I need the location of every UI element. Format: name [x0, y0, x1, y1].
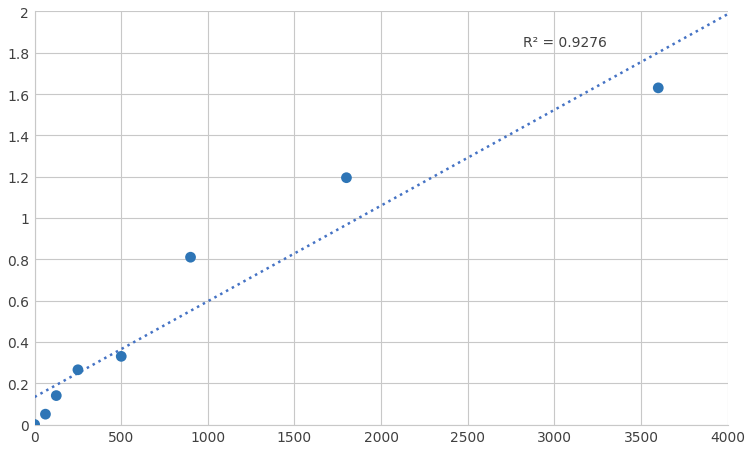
Text: R² = 0.9276: R² = 0.9276 — [523, 36, 607, 50]
Point — [50, 392, 62, 399]
Point — [184, 254, 196, 261]
Point — [115, 353, 127, 360]
Point — [29, 421, 41, 428]
Point — [72, 366, 84, 373]
Point — [652, 85, 664, 92]
Point — [39, 411, 51, 418]
Point — [341, 175, 353, 182]
